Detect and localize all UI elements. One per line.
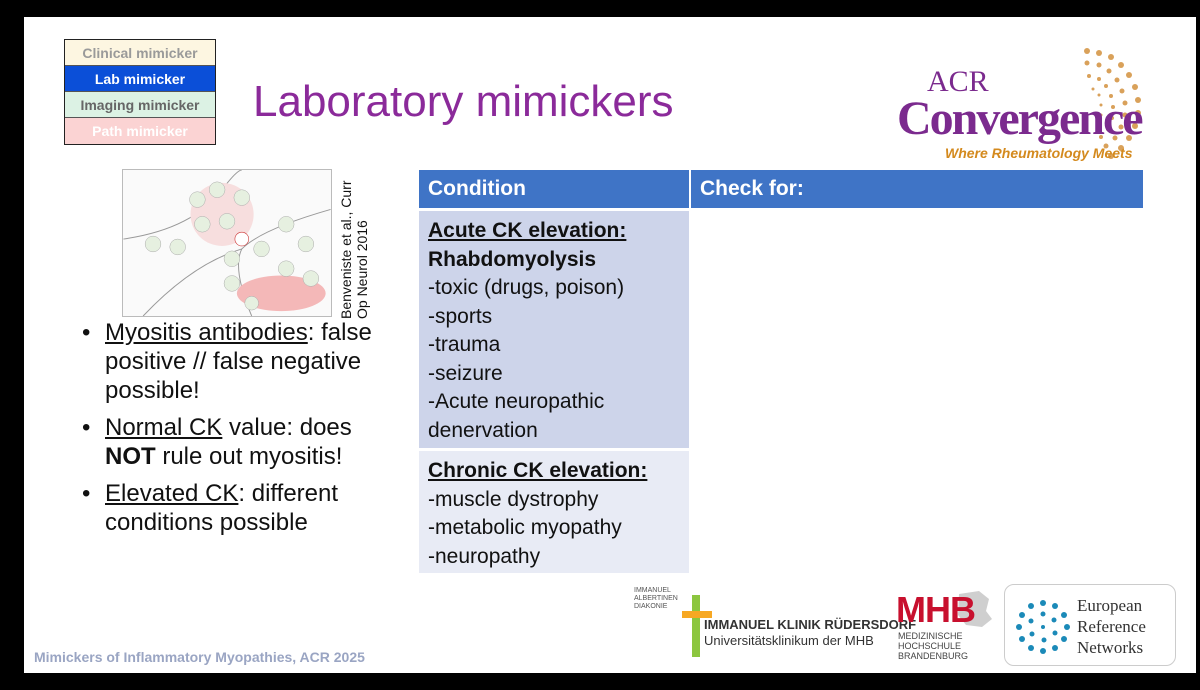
list-item: -trauma (428, 333, 501, 356)
mimicker-legend: Clinical mimicker Lab mimicker Imaging m… (64, 39, 216, 145)
bullet-text: : different conditions possible (105, 480, 339, 536)
cross-icon (682, 595, 712, 657)
list-item: -Acute neuropathic denervation (428, 390, 605, 442)
table-header: Condition Check for: (419, 170, 1143, 208)
bullet-text: : false positive // false negative possi… (105, 319, 372, 404)
bullet-item: Elevated CK: different conditions possib… (79, 479, 389, 537)
mhb-text-line: HOCHSCHULE (898, 641, 962, 651)
ern-text-line: Reference (1077, 617, 1146, 636)
list-item: -toxic (drugs, poison) (428, 276, 625, 299)
legend-clinical: Clinical mimicker (65, 40, 215, 66)
acr-logo-tagline: Where Rheumatology Meets (945, 145, 1133, 161)
legend-imaging: Imaging mimicker (65, 92, 215, 118)
check-for-cell (691, 451, 1143, 573)
mhb-letters: MHB (896, 589, 976, 630)
header-check-for: Check for: (700, 177, 804, 200)
bullet-underlined: Myositis antibodies (105, 319, 308, 346)
chronic-ck-cell: Chronic CK elevation: -muscle dystrophy … (419, 451, 691, 573)
immanuel-klinik-logo: IMMANUEL ALBERTINEN DIAKONIE IMMANUEL KL… (634, 587, 916, 665)
table-row: Chronic CK elevation: -muscle dystrophy … (419, 448, 1143, 573)
list-item: -muscle dystrophy (428, 487, 599, 511)
acute-ck-heading: Acute CK elevation: (428, 219, 627, 242)
bullet-underlined: Normal CK (105, 414, 223, 441)
list-item: -sports (428, 304, 493, 328)
citation: Benveniste et al., Curr Op Neurol 2016 (338, 169, 372, 319)
acr-logo-big: Convergence (897, 92, 1144, 145)
ern-text: European Reference Networks (1077, 595, 1146, 658)
brandenburg-map-icon (958, 591, 992, 627)
immanuel-subtitle: Universitätsklinikum der MHB (704, 633, 874, 648)
ern-text-line: European (1077, 596, 1143, 615)
table-row: Acute CK elevation: Rhabdomyolysis -toxi… (419, 208, 1143, 448)
immanuel-name: IMMANUEL KLINIK RÜDERSDORF (704, 617, 917, 632)
bullet-text: value: does (222, 414, 352, 441)
legend-path: Path mimicker (65, 118, 215, 144)
conditions-table: Condition Check for: Acute CK elevation:… (419, 170, 1143, 573)
bullet-list: Myositis antibodies: false positive // f… (79, 318, 389, 545)
immanuel-small-text: IMMANUEL ALBERTINEN DIAKONIE (634, 587, 678, 610)
slide-footer: Mimickers of Inflammatory Myopathies, AC… (34, 649, 365, 665)
list-item: -metabolic myopathy (428, 516, 622, 539)
bullet-item: Normal CK value: does NOT rule out myosi… (79, 413, 389, 471)
rhabdomyolysis-heading: Rhabdomyolysis (428, 247, 597, 271)
acute-ck-cell: Acute CK elevation: Rhabdomyolysis -toxi… (419, 211, 691, 448)
ern-network-icon (1016, 600, 1070, 654)
acr-dots-icon (1084, 48, 1141, 159)
mhb-text: MEDIZINISCHE HOCHSCHULE BRANDENBURG (898, 631, 968, 661)
ern-logo: European Reference Networks (1004, 584, 1176, 666)
myositis-antibody-diagram (122, 169, 332, 317)
citation-text: Benveniste et al., Curr Op Neurol 2016 (338, 180, 370, 319)
legend-lab: Lab mimicker (65, 66, 215, 92)
mhb-text-line: BRANDENBURG (898, 651, 969, 661)
acr-logo-small: ACR (927, 65, 989, 98)
header-condition: Condition (419, 170, 691, 208)
mhb-logo: MHB MEDIZINISCHE HOCHSCHULE BRANDENBURG (896, 589, 996, 667)
chronic-ck-heading: Chronic CK elevation: (428, 459, 648, 482)
bullet-underlined: Elevated CK (105, 480, 239, 507)
acr-convergence-logo: ACR Convergence Where Rheumatology Meets (897, 43, 1144, 173)
slide-title: Laboratory mimickers (253, 77, 674, 126)
list-item: -seizure (428, 361, 503, 385)
mhb-text-line: MEDIZINISCHE (898, 631, 963, 641)
bullet-text: rule out myositis! (155, 443, 343, 470)
bullet-bold: NOT (105, 443, 156, 470)
check-for-cell (691, 211, 1143, 448)
list-item: -neuropathy (428, 544, 541, 568)
bullet-item: Myositis antibodies: false positive // f… (79, 318, 389, 405)
slide: Clinical mimicker Lab mimicker Imaging m… (24, 17, 1196, 673)
ern-text-line: Networks (1077, 638, 1144, 657)
